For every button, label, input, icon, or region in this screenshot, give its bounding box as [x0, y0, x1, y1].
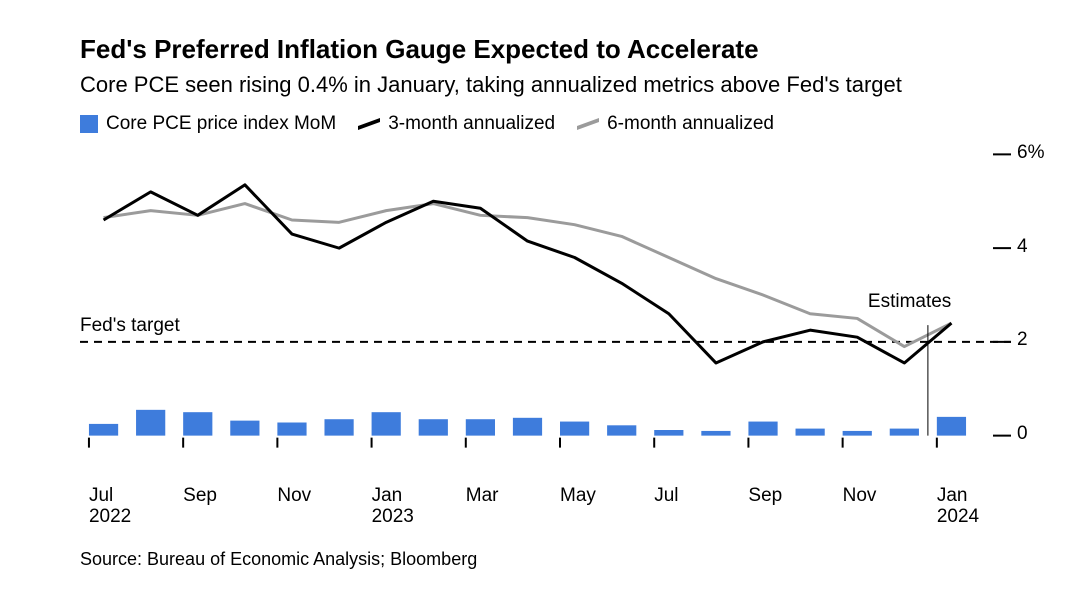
legend-label-bar: Core PCE price index MoM — [106, 113, 336, 135]
annotation-fed-target: Fed's target — [80, 315, 180, 337]
x-tick-label: Jul2022 — [89, 485, 131, 529]
x-tick-label: Nov — [277, 485, 311, 507]
chart-area: Fed's target Estimates 0246% — [80, 145, 1040, 485]
x-tick-label: Nov — [843, 485, 877, 507]
x-tick-label: Mar — [466, 485, 499, 507]
legend-item-6m: 6-month annualized — [577, 113, 774, 135]
chart-title: Fed's Preferred Inflation Gauge Expected… — [80, 34, 1044, 65]
legend-item-3m: 3-month annualized — [358, 113, 555, 135]
x-tick-label: Jan2024 — [937, 485, 979, 529]
bar-swatch-icon — [80, 115, 98, 133]
y-tick-label: 0 — [1017, 423, 1028, 445]
chart-subtitle: Core PCE seen rising 0.4% in January, ta… — [80, 71, 1000, 99]
line-swatch-3m-icon — [358, 117, 380, 129]
x-tick-label: Sep — [183, 485, 217, 507]
y-tick-label: 6% — [1017, 142, 1044, 164]
chart-legend: Core PCE price index MoM 3-month annuali… — [80, 113, 1044, 135]
legend-label-6m: 6-month annualized — [607, 113, 774, 135]
x-tick-label: Jul — [654, 485, 678, 507]
annotation-estimates: Estimates — [868, 291, 951, 313]
y-tick-label: 2 — [1017, 329, 1028, 351]
chart-svg — [80, 145, 1043, 485]
x-axis-labels: Jul2022 Sep Nov Jan2023 Mar May Jul Sep Nov Jan20… — [80, 485, 1040, 535]
chart-source: Source: Bureau of Economic Analysis; Blo… — [80, 549, 1044, 570]
legend-item-bar: Core PCE price index MoM — [80, 113, 336, 135]
x-tick-label: May — [560, 485, 596, 507]
x-tick-label: Jan2023 — [372, 485, 414, 529]
x-tick-label: Sep — [748, 485, 782, 507]
y-tick-label: 4 — [1017, 236, 1028, 258]
line-swatch-6m-icon — [577, 117, 599, 129]
legend-label-3m: 3-month annualized — [388, 113, 555, 135]
